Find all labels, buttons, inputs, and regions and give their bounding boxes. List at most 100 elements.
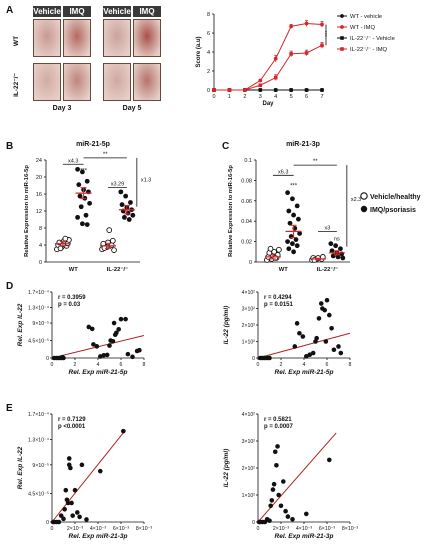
data-point xyxy=(271,481,277,487)
y-tick-label: 16 xyxy=(36,192,42,198)
data-point xyxy=(60,354,65,360)
y-tick-label: 0 xyxy=(249,260,252,266)
correlation-r: r = 0.7129 xyxy=(58,417,86,423)
x-tick-label: 6 xyxy=(326,362,329,368)
y-tick-label: 4 xyxy=(207,50,210,56)
y-tick-label: 1×10² xyxy=(242,493,256,499)
correlation-p: p = 0.0151 xyxy=(264,302,294,308)
y-tick-label: 12 xyxy=(36,209,42,215)
data-point xyxy=(304,21,309,26)
data-point xyxy=(286,246,292,252)
y-tick-label: 2×10² xyxy=(242,323,256,329)
x-category-label: WT xyxy=(69,267,78,273)
data-point xyxy=(111,320,117,326)
data-point xyxy=(62,506,67,512)
data-point xyxy=(294,243,300,249)
fold-change-label: x3.29 xyxy=(111,182,124,188)
x-tick-label: 6×10⁻³ xyxy=(319,526,335,532)
data-point xyxy=(137,347,142,353)
legend-marker xyxy=(360,192,368,200)
y-tick-label: 1.7×10⁻⁴ xyxy=(28,290,49,296)
data-point xyxy=(278,503,284,509)
data-point xyxy=(294,321,300,326)
x-tick-label: 4 xyxy=(303,362,306,368)
x-tick-label: 4 xyxy=(97,362,100,368)
legend-label: WT - IMQ xyxy=(350,25,375,31)
skin-photo xyxy=(103,19,131,57)
data-point xyxy=(109,237,116,244)
y-tick-label: 4×10² xyxy=(242,290,256,296)
correlation-r: r = 0.3959 xyxy=(58,295,86,301)
photo-col-header: Vehicle xyxy=(33,6,61,17)
data-point xyxy=(122,214,127,220)
significance-label: ns xyxy=(334,237,340,243)
data-point xyxy=(304,354,309,359)
data-point xyxy=(340,255,346,261)
data-point xyxy=(118,316,124,322)
x-axis-label: Rel. Exp miR-21-3p xyxy=(275,533,334,540)
y-tick-label: 20 xyxy=(36,175,42,181)
data-point xyxy=(69,500,74,506)
data-point xyxy=(316,316,322,321)
legend-label: IMQ/psoriasis xyxy=(370,207,416,214)
data-point xyxy=(318,301,324,306)
data-point xyxy=(296,216,301,222)
data-point xyxy=(75,166,80,172)
correlation-r: r = 0.4294 xyxy=(264,295,292,301)
data-point xyxy=(86,324,92,330)
legend-marker xyxy=(340,36,344,40)
data-point xyxy=(78,204,84,210)
photo-row-label: IL-22⁻/⁻ xyxy=(13,73,20,97)
y-axis-label: Relative Expression to miR-16-5p xyxy=(228,165,234,257)
data-point xyxy=(65,500,71,506)
regression-line xyxy=(257,432,337,523)
skin-photo xyxy=(33,63,61,101)
x-tick-label: 8 xyxy=(349,362,352,368)
y-tick-label: 0.04 xyxy=(241,219,252,225)
data-point xyxy=(293,237,299,242)
y-tick-label: 9×10⁻⁵ xyxy=(32,463,49,469)
data-point xyxy=(290,196,295,202)
x-tick-label: 2×10⁻³ xyxy=(67,526,83,532)
data-point xyxy=(287,220,293,226)
data-point xyxy=(267,518,272,523)
y-tick-label: 9×10⁻⁵ xyxy=(32,321,49,327)
data-point xyxy=(243,88,247,92)
x-tick-label: 0 xyxy=(257,362,260,368)
panel-label-e: E xyxy=(6,403,13,414)
panel-label-c: C xyxy=(222,141,230,152)
y-tick-label: 3×10² xyxy=(242,307,256,313)
data-point xyxy=(114,330,119,336)
x-tick-label: 0 xyxy=(51,362,54,368)
data-point xyxy=(118,189,124,195)
skin-photo xyxy=(63,63,91,101)
data-point xyxy=(106,227,113,233)
y-tick-label: 4×10² xyxy=(242,412,256,418)
significance-label: *** xyxy=(325,30,331,37)
y-tick-label: 0 xyxy=(46,520,49,526)
data-point xyxy=(121,428,126,434)
x-tick-label: 3 xyxy=(259,94,262,100)
skin-photo xyxy=(63,19,91,57)
data-point xyxy=(273,88,278,92)
y-tick-label: 0.08 xyxy=(241,178,252,184)
data-point xyxy=(267,245,274,252)
data-point xyxy=(297,330,302,336)
significance-label: ** xyxy=(103,152,108,158)
data-point xyxy=(281,479,286,484)
data-point xyxy=(322,307,328,313)
data-point xyxy=(307,352,313,358)
data-point xyxy=(290,241,295,247)
data-point xyxy=(110,339,116,344)
data-point xyxy=(336,344,341,349)
panel-label-d: D xyxy=(6,281,14,292)
chart-title: miR-21-5p xyxy=(76,141,110,148)
x-tick-label: 4×10⁻³ xyxy=(90,526,106,532)
data-point xyxy=(338,350,344,356)
x-tick-label: 0 xyxy=(257,526,260,532)
y-tick-label: 1×10² xyxy=(242,340,256,346)
data-point xyxy=(288,234,294,239)
data-point xyxy=(56,519,62,525)
x-category-label: IL-22⁻/⁻ xyxy=(107,267,128,273)
